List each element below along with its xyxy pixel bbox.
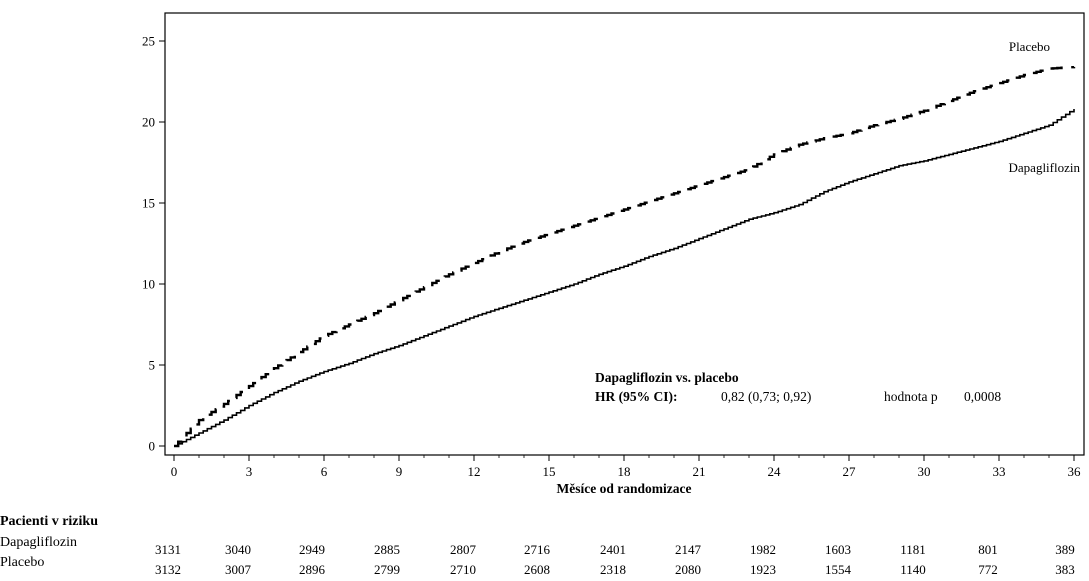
- annotation-p-value: 0,0008: [964, 389, 1001, 404]
- series-label-dapagliflozin: Dapagliflozin: [1009, 160, 1081, 175]
- risk-value: 2949: [299, 542, 325, 557]
- x-tick-label-36: 36: [1068, 464, 1082, 479]
- x-tick-label-9: 9: [396, 464, 403, 479]
- risk-value: 1923: [750, 562, 776, 577]
- risk-row-label-placebo: Placebo: [0, 555, 45, 570]
- annotation-hr-label: HR (95% CI):: [595, 389, 678, 404]
- risk-value: 1982: [750, 542, 776, 557]
- y-axis: 0 5 10 15 20 25: [142, 34, 165, 454]
- risk-value: 2716: [524, 542, 550, 557]
- x-tick-label-21: 21: [693, 464, 706, 479]
- risk-value: 3007: [225, 562, 251, 577]
- x-tick-label-27: 27: [843, 464, 857, 479]
- y-tick-label-15: 15: [142, 196, 155, 211]
- y-tick-label-0: 0: [149, 439, 156, 454]
- risk-value: 2885: [374, 542, 400, 557]
- x-tick-label-33: 33: [993, 464, 1006, 479]
- x-tick-label-3: 3: [246, 464, 253, 479]
- series-layer: [174, 66, 1076, 448]
- x-tick-label-15: 15: [543, 464, 556, 479]
- x-tick-label-6: 6: [321, 464, 328, 479]
- risk-value: 3132: [155, 562, 181, 577]
- x-tick-label-30: 30: [918, 464, 931, 479]
- risk-value: 3131: [155, 542, 181, 557]
- risk-value: 1181: [900, 542, 926, 557]
- risk-value: 2896: [299, 562, 325, 577]
- risk-value: 389: [1055, 542, 1075, 557]
- risk-value: 2608: [524, 562, 550, 577]
- risk-value: 772: [978, 562, 998, 577]
- x-tick-label-18: 18: [618, 464, 631, 479]
- risk-value: 2401: [600, 542, 626, 557]
- risk-value: 1554: [825, 562, 851, 577]
- risk-value: 801: [978, 542, 998, 557]
- risk-row-label-dapagliflozin: Dapagliflozin: [0, 535, 77, 550]
- y-tick-label-10: 10: [142, 277, 155, 292]
- risk-value: 1603: [825, 542, 851, 557]
- annotation-title: Dapagliflozin vs. placebo: [595, 370, 739, 385]
- y-tick-label-5: 5: [149, 358, 156, 373]
- risk-value: 2799: [374, 562, 400, 577]
- risk-value: 2147: [675, 542, 701, 557]
- x-axis: 0 3 6 9 12 15 18 21 24 27 30 33 36: [171, 455, 1081, 479]
- y-tick-label-20: 20: [142, 115, 155, 130]
- series-line-placebo: [174, 66, 1076, 448]
- annotation-p-label: hodnota p: [884, 389, 938, 404]
- risk-value: 2710: [450, 562, 476, 577]
- series-label-placebo: Placebo: [1009, 39, 1050, 54]
- risk-value: 2318: [600, 562, 626, 577]
- risk-value: 3040: [225, 542, 251, 557]
- annotation-hr-value: 0,82 (0,73; 0,92): [721, 389, 811, 404]
- risk-value: 2080: [675, 562, 701, 577]
- x-tick-label-12: 12: [468, 464, 481, 479]
- x-axis-title: Měsíce od randomizace: [557, 481, 692, 496]
- x-tick-label-24: 24: [768, 464, 782, 479]
- y-tick-label-25: 25: [142, 34, 155, 49]
- risk-value: 2807: [450, 542, 476, 557]
- risk-value: 383: [1055, 562, 1075, 577]
- risk-value: 1140: [900, 562, 926, 577]
- x-tick-label-0: 0: [171, 464, 178, 479]
- risk-table-heading: Pacienti v riziku: [0, 514, 98, 529]
- series-line-dapagliflozin: [174, 109, 1075, 447]
